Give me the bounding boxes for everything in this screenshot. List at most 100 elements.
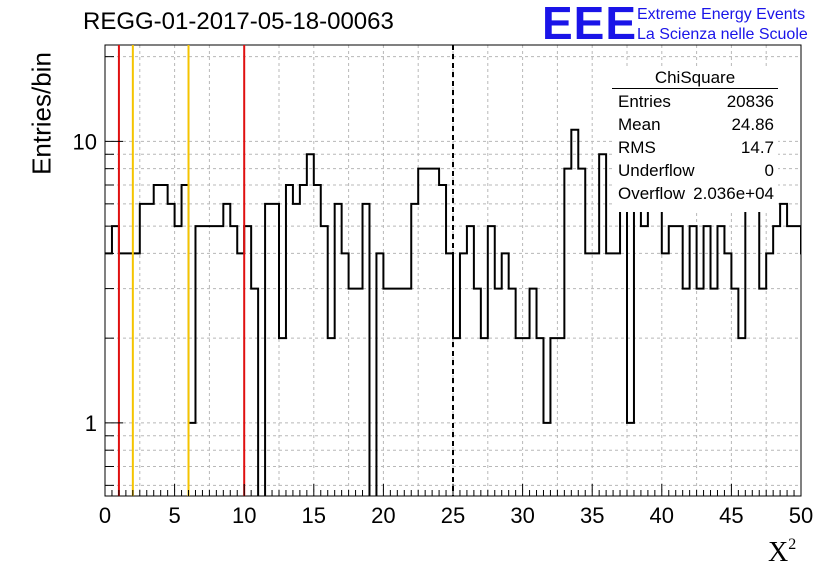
x-tick-label: 50 [789,503,813,528]
histogram-bin [363,204,370,496]
histogram-bin [773,226,780,496]
histogram-bin [439,185,446,496]
histogram-bin [286,185,293,496]
histogram-bin [759,289,766,496]
logo-line-2: La Scienza nelle Scuole [637,26,808,43]
histogram-bin [244,226,251,496]
histogram-bin [717,226,724,496]
y-tick-label: 1 [85,411,97,436]
histogram-bin [481,338,488,496]
histogram-bin [300,185,307,496]
histogram-bin [578,169,585,496]
stats-box: ChiSquare Entries 20836 Mean 24.86 RMS 1… [612,66,778,212]
stats-key: Entries [618,92,671,111]
histogram-bin [446,253,453,496]
stats-value: 24.86 [731,115,774,134]
histogram-bin [794,226,801,496]
histogram-bin [168,204,175,496]
histogram-bin [453,338,460,496]
histogram-bin [182,185,189,496]
histogram-bin [175,226,182,496]
x-tick-label: 35 [580,503,604,528]
x-tick-label: 30 [510,503,534,528]
histogram-bin [606,253,613,496]
histogram-bin [509,289,516,496]
stats-key: Underflow [618,161,695,180]
histogram-bin [495,289,502,496]
histogram-bin [404,289,411,496]
histogram-bin [592,253,599,496]
histogram-bin [704,226,711,496]
x-axis-label: X2 [768,536,797,568]
histogram-bin [140,204,147,496]
stats-key: RMS [618,138,656,157]
histogram-bin [307,154,314,496]
x-tick-label: 25 [441,503,465,528]
y-axis-label: Entries/bin [26,52,57,175]
stats-row-mean: Mean 24.86 [618,115,774,138]
histogram-bin [342,253,349,496]
x-tick-label: 10 [232,503,256,528]
stats-key: Overflow [618,184,686,203]
histogram-bin [202,226,209,496]
histogram-bin [550,338,557,496]
histogram-bin [488,226,495,496]
histogram-bin [411,204,418,496]
histogram-bin [724,253,731,496]
histogram-bin [683,289,690,496]
histogram-bin [676,226,683,496]
histogram-bin [251,289,258,496]
y-tick-label: 10 [73,129,97,154]
histogram-bin [321,226,328,496]
histogram-bin [147,204,154,496]
histogram-bin [272,204,279,496]
histogram-bin [669,226,676,496]
stats-row-underflow: Underflow 0 [618,161,774,184]
histogram-bin [293,204,300,496]
histogram-bin [119,253,126,496]
histogram-bin [216,226,223,496]
logo-line-1: Extreme Energy Events [637,6,806,23]
histogram-bin [822,253,829,496]
x-tick-label: 5 [168,503,180,528]
histogram-bin [523,338,530,496]
histogram-bin [467,226,474,496]
histogram-bin [571,130,578,496]
histogram-bin [383,289,390,496]
histogram-bin [731,289,738,496]
histogram-bin [112,226,119,496]
histogram-bin [530,289,537,496]
x-tick-label: 20 [371,503,395,528]
histogram-bin [564,169,571,496]
histogram-bin [690,226,697,496]
histogram-bin [314,185,321,496]
histogram-bin [815,226,822,496]
x-tick-label: 15 [302,503,326,528]
x-tick-label: 45 [719,503,743,528]
histogram-bin [808,289,815,496]
histogram-bin [738,338,745,496]
stats-value: 2.036e+04 [693,184,774,203]
histogram-bin [105,253,112,496]
x-tick-label: 40 [650,503,674,528]
eee-logo: EEE [542,0,638,49]
histogram-bin [133,253,140,496]
stats-value: 0 [764,161,774,180]
histogram-bin [432,169,439,496]
histogram-bin [787,226,794,496]
histogram-bin [425,169,432,496]
histogram-bin [543,423,550,496]
x-tick-label: 0 [99,503,111,528]
histogram-bin [585,253,592,496]
histogram-bin [356,289,363,496]
histogram-bin [390,289,397,496]
histogram-bin [265,204,272,496]
histogram-bin [766,253,773,496]
histogram-bin [641,226,648,496]
histogram-bin [627,423,634,496]
histogram-bin [711,289,718,496]
histogram-bin [662,253,669,496]
stats-value: 14.7 [740,138,774,157]
histogram-bin [599,154,606,496]
